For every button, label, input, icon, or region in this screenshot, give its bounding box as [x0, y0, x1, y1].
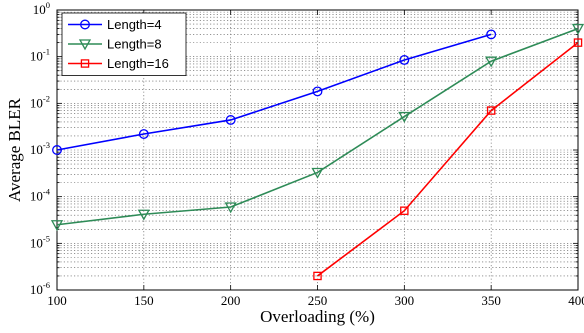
x-tick-label: 200: [221, 293, 241, 308]
series-Length=8: [50, 23, 584, 232]
legend-entry: Length=4: [68, 17, 162, 32]
data-point: [485, 56, 498, 68]
x-tick-label: 250: [308, 293, 328, 308]
data-point: [137, 209, 150, 221]
series-Length=16: [313, 38, 583, 281]
legend-label: Length=8: [107, 37, 162, 52]
data-point: [399, 55, 410, 65]
data-point: [486, 29, 497, 40]
y-axis-label: Average BLER: [5, 97, 24, 202]
data-point: [398, 111, 411, 123]
x-tick-label: 300: [395, 293, 415, 308]
data-point: [78, 39, 92, 51]
y-axis-ticks: 100 10-1 10-2 10-3 10-4 10-5 10-6: [30, 0, 51, 297]
y-tick-label: 10-4: [30, 187, 51, 204]
x-tick-label: 100: [47, 293, 67, 308]
data-point: [80, 59, 90, 68]
y-tick-label: 10-2: [30, 93, 50, 110]
data-point: [573, 38, 583, 47]
data-point: [225, 115, 236, 125]
series-line: [56, 33, 492, 151]
data-point: [80, 19, 90, 30]
y-tick-label: 10-5: [30, 233, 50, 250]
data-point: [311, 167, 324, 179]
legend: Length=4 Length=8 Length=16: [61, 12, 187, 76]
legend-label: Length=16: [107, 56, 169, 71]
data-point: [571, 23, 584, 35]
grid: [57, 10, 578, 290]
data-point: [312, 86, 323, 97]
data-point: [486, 106, 496, 115]
legend-label: Length=4: [107, 17, 162, 32]
data-point: [400, 206, 409, 215]
data-point: [313, 271, 322, 281]
series-line: [317, 41, 579, 277]
data-point: [50, 220, 64, 232]
series-Length=4: [52, 29, 497, 155]
series-layer: [50, 23, 584, 281]
data-point: [52, 145, 62, 155]
x-axis-label: Overloading (%): [260, 307, 375, 326]
x-tick-label: 350: [481, 293, 501, 308]
data-point: [138, 129, 149, 139]
y-tick-label: 10-6: [30, 280, 50, 297]
legend-entry: Length=8: [68, 37, 162, 52]
y-tick-label: 10-1: [30, 47, 50, 64]
series-line: [56, 27, 579, 226]
x-tick-label: 400: [568, 293, 584, 308]
legend-entry: Length=16: [68, 56, 169, 71]
y-tick-label: 100: [33, 0, 50, 17]
y-tick-label: 10-3: [30, 140, 50, 157]
x-tick-label: 150: [134, 293, 154, 308]
data-point: [224, 202, 237, 214]
